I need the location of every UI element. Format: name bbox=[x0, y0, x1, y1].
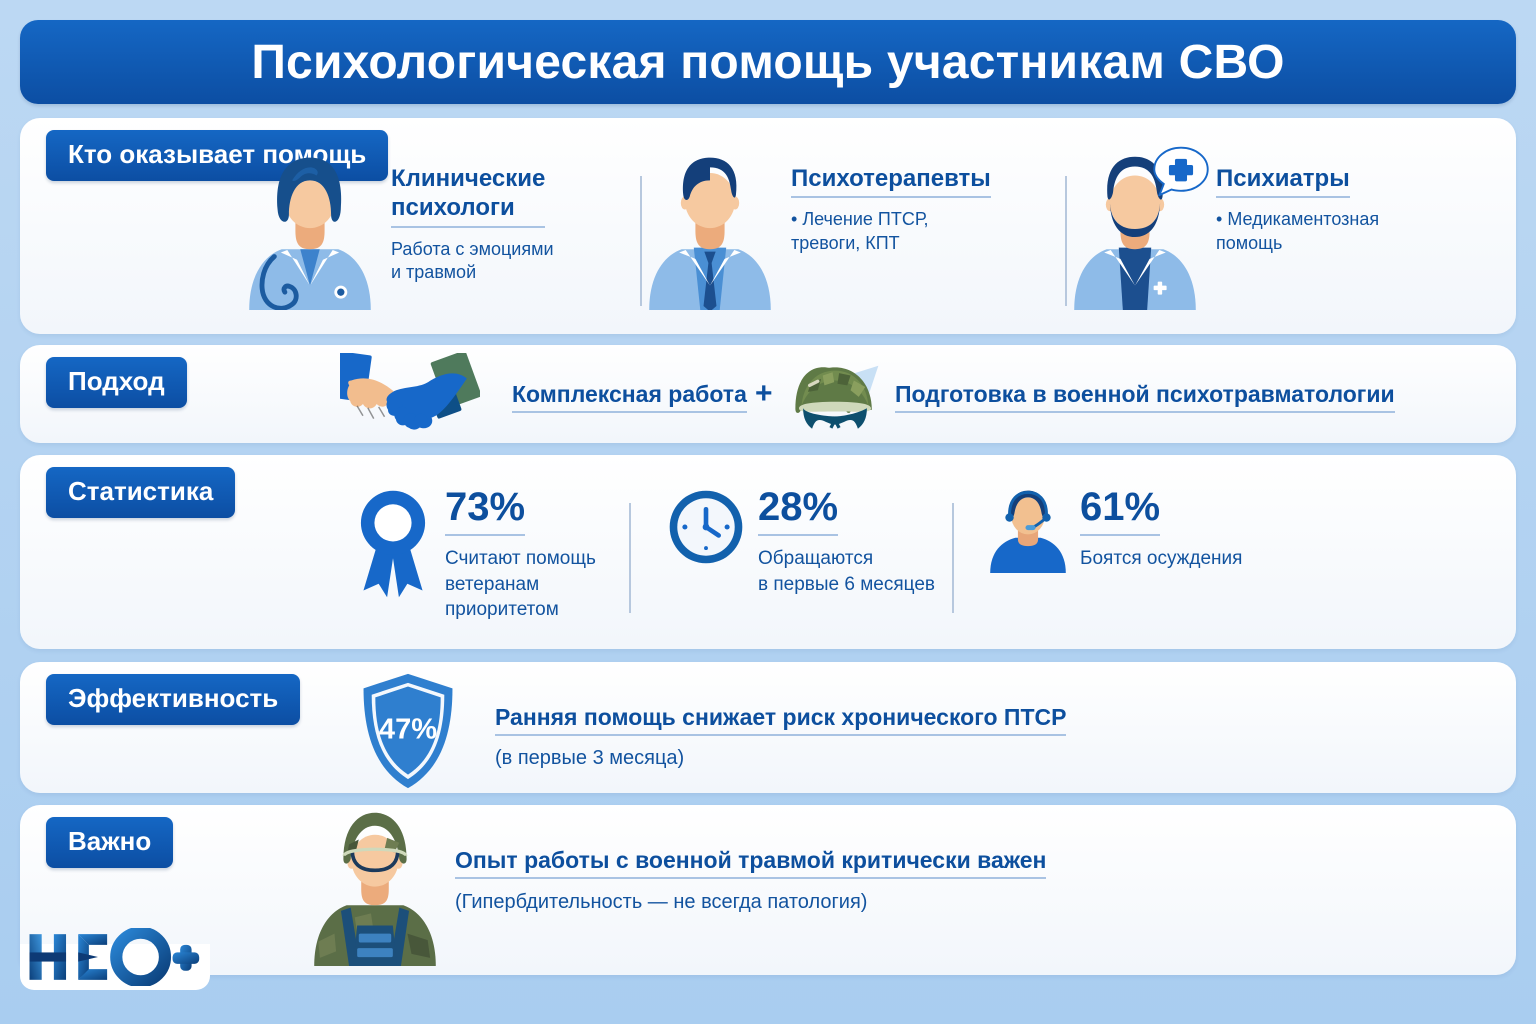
svg-text:47%: 47% bbox=[379, 713, 437, 745]
